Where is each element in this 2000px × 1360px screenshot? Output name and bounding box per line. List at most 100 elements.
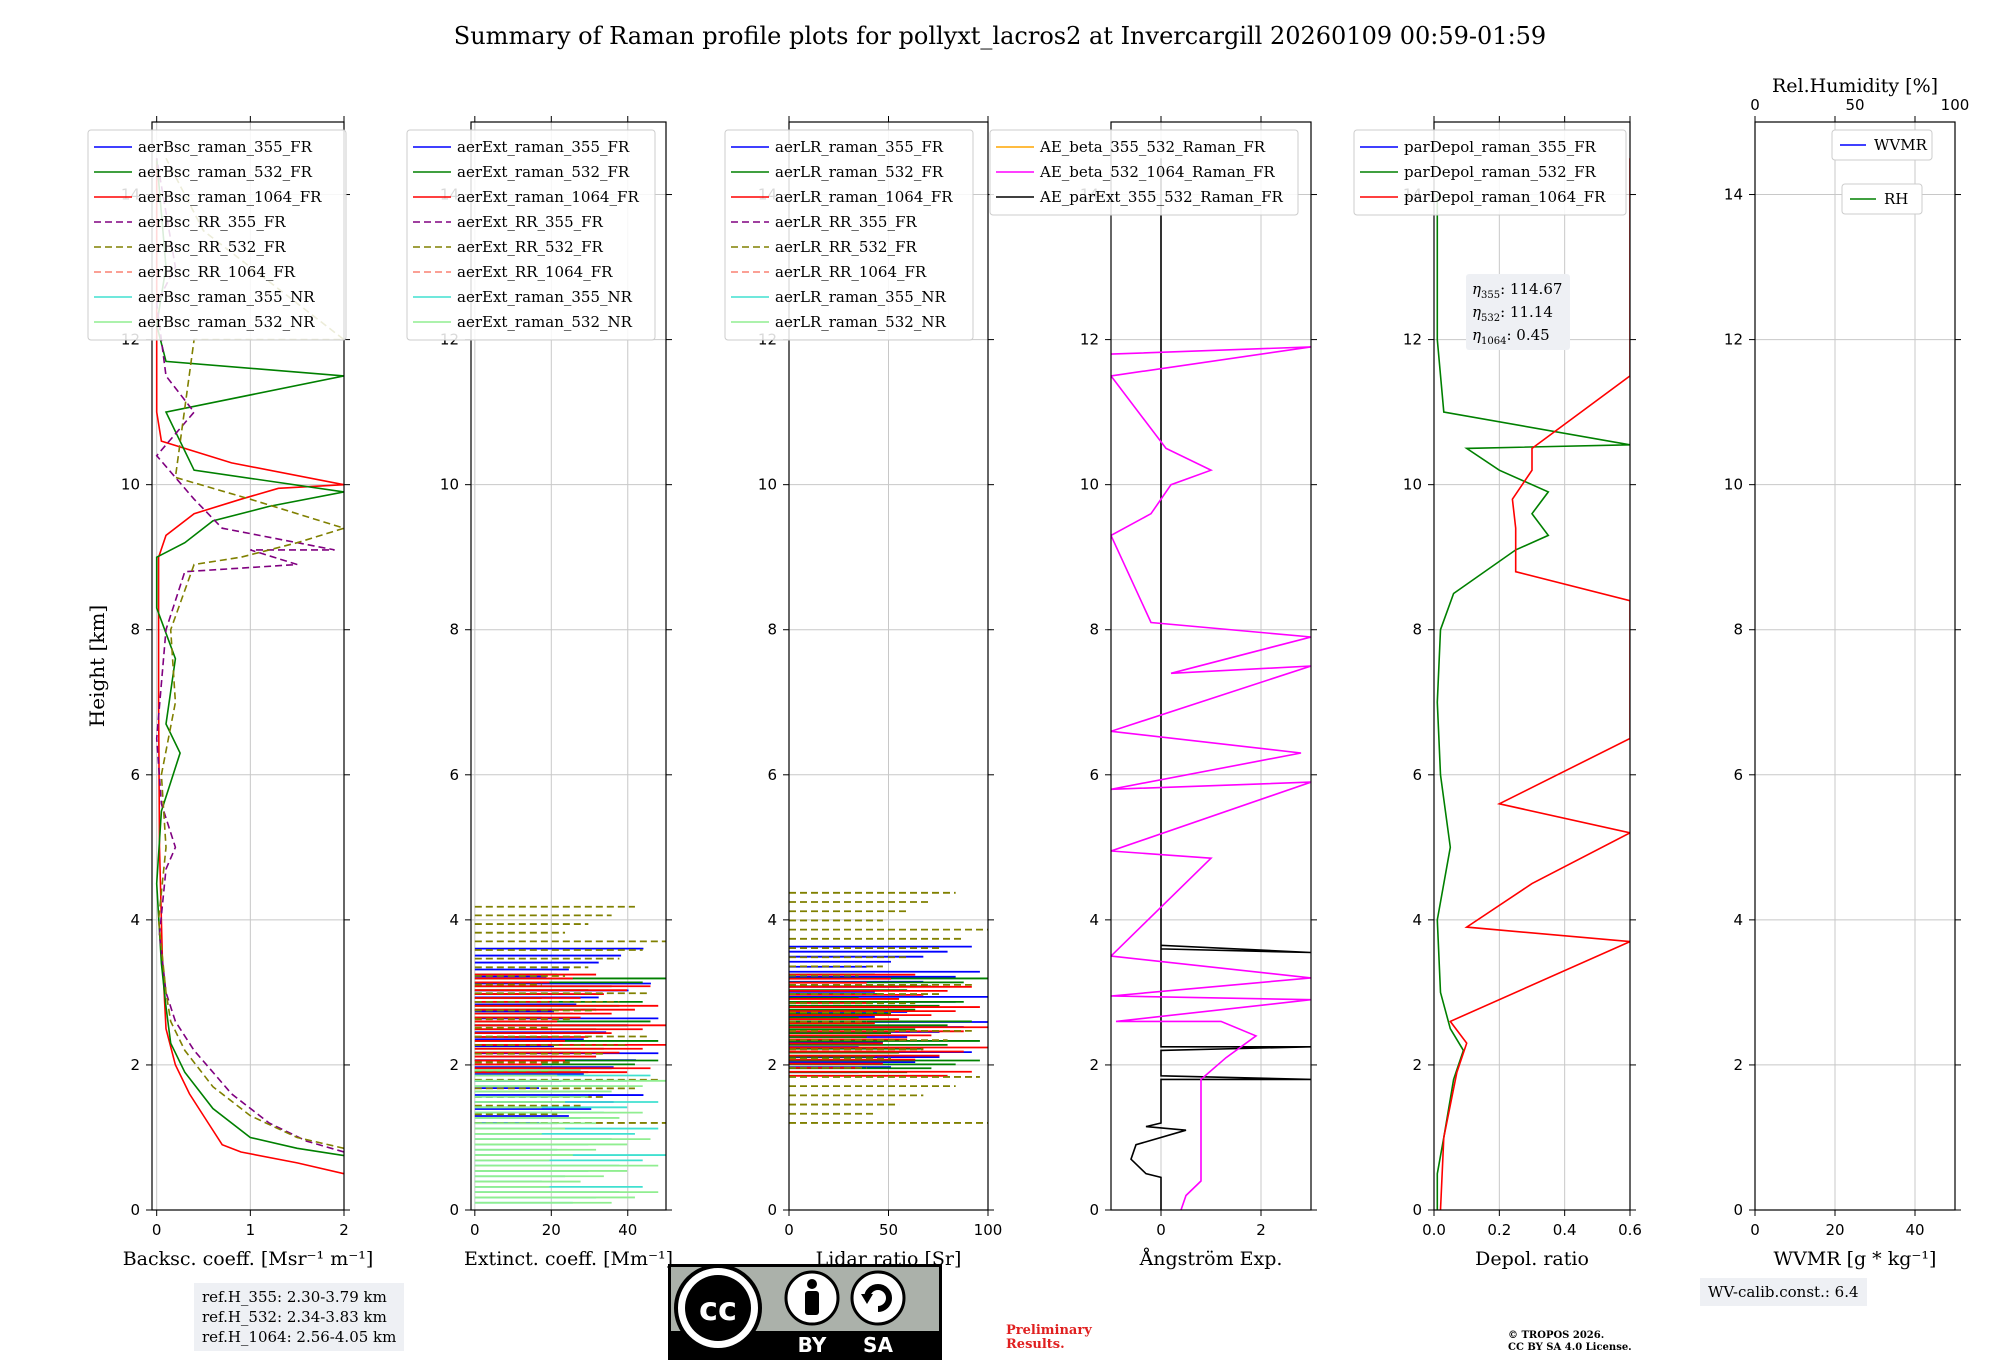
rh-axis-label: Rel.Humidity [%]: [1772, 75, 1938, 97]
panel-5-series-parDepol_raman_1064_FR: [1439, 158, 1630, 1210]
rh-tick-label: 50: [1845, 96, 1864, 114]
ref-h-355: ref.H_355: 2.30-3.79 km: [202, 1288, 387, 1306]
panel-4-legend-label: AE_beta_532_1064_Raman_FR: [1039, 163, 1275, 181]
panel-1-series-aerBsc_RR_532_FR: [157, 157, 344, 1150]
panel-5-legend-label: parDepol_raman_355_FR: [1404, 138, 1597, 156]
cc-icon-inner: [685, 1275, 751, 1341]
panel-3-legend-label: aerLR_RR_355_FR: [775, 213, 917, 231]
panel-2-series-group: [474, 905, 666, 1204]
panel-1-legend-box: [87, 129, 347, 341]
panel-4-xtick-label: 0: [1156, 1221, 1166, 1239]
panel-1-ytick-label: 10: [121, 476, 140, 494]
panel-3-legend-label: aerLR_RR_1064_FR: [775, 263, 927, 281]
sa-share-icon: [850, 1270, 906, 1326]
panel-3-ytick-label: 4: [767, 911, 777, 929]
panel-1-ytick-label: 6: [130, 766, 140, 784]
panel-6-xtick-label: 0: [1750, 1221, 1760, 1239]
panel-4-ytick-label: 10: [1080, 476, 1099, 494]
panel-4-series-group: [1111, 158, 1311, 1210]
panel-4-series-AE_beta_532_1064_Raman_FR: [1111, 346, 1311, 1210]
panel-6-legend-label: WVMR: [1874, 136, 1928, 154]
panel-6-ytick-label: 8: [1733, 621, 1743, 639]
panel-2-xtick-label: 20: [542, 1221, 561, 1239]
panel-2-legend-box: [406, 129, 656, 341]
panel-6-legend-box: [1841, 183, 1923, 215]
panel-6-ytick-label: 4: [1733, 911, 1743, 929]
panel-5-ytick-label: 0: [1412, 1201, 1422, 1219]
panel-2-xtick-label: 0: [470, 1221, 480, 1239]
panel-2-legend-label: aerExt_raman_1064_FR: [457, 188, 639, 206]
panel-1-ytick-label: 0: [130, 1201, 140, 1219]
panel-2-ytick-label: 8: [449, 621, 459, 639]
sa-arrow-head: [861, 1294, 873, 1304]
panel-4-legend-box: [989, 129, 1299, 216]
panel-5-ytick-label: 6: [1412, 766, 1422, 784]
panel-3-legend-box: [724, 129, 974, 341]
preliminary-results-note: Preliminary Results.: [1006, 1324, 1092, 1352]
panel-2-ytick-label: 6: [449, 766, 459, 784]
panel-5-legend-label: parDepol_raman_1064_FR: [1404, 188, 1606, 206]
copyright-line-1: © TROPOS 2026.: [1508, 1330, 1605, 1341]
panel-6-legend-box: [1831, 129, 1933, 161]
panel-4-frame: [1110, 121, 1312, 1211]
panel-2-ytick-label: 0: [449, 1201, 459, 1219]
panel-4-series-AE_parExt_355_532_Raman_FR: [1130, 158, 1311, 1210]
panel-1-ytick-label: 4: [130, 911, 140, 929]
panel-1-series-group: [155, 157, 344, 1175]
panel-2-ytick-label: 2: [449, 1056, 459, 1074]
panel-6-ytick-label: 6: [1733, 766, 1743, 784]
panel-4-xlabel: Ångström Exp.: [1139, 1248, 1283, 1270]
panel-2-ytick-label: 10: [440, 476, 459, 494]
panel-5-ytick-label: 10: [1403, 476, 1422, 494]
panel-5-xlabel: Depol. ratio: [1475, 1248, 1589, 1270]
sa-label: SA: [863, 1333, 893, 1357]
cc-icon-letters: cc: [699, 1290, 737, 1328]
panel-1-legend-label: aerBsc_raman_1064_FR: [138, 188, 322, 206]
panel-3-legend-label: aerLR_raman_532_NR: [775, 313, 946, 331]
by-label: BY: [798, 1333, 827, 1357]
panel-2-legend-label: aerExt_RR_355_FR: [457, 213, 604, 231]
panel-6-ytick-label: 10: [1724, 476, 1743, 494]
panel-4-ytick-label: 12: [1080, 331, 1099, 349]
eta-label-532: η532: 11.14: [1472, 303, 1553, 324]
cc-by-sa-logo: cc BY SA: [668, 1264, 942, 1360]
panel-3-ytick-label: 2: [767, 1056, 777, 1074]
preliminary-line-2: Results.: [1006, 1337, 1065, 1352]
panel-4-legend-label: AE_beta_355_532_Raman_FR: [1039, 138, 1266, 156]
panel-5-series-parDepol_raman_532_FR: [1436, 194, 1630, 1210]
rh-tick-label: 0: [1750, 96, 1760, 114]
panel-6-xtick-label: 40: [1905, 1221, 1924, 1239]
panel-4-ytick-label: 4: [1089, 911, 1099, 929]
panel-5-ytick-label: 12: [1403, 331, 1422, 349]
ref-h-532: ref.H_532: 2.34-3.83 km: [202, 1308, 387, 1326]
panel-6-frame: [1754, 121, 1956, 1211]
panel-5-ytick-label: 8: [1412, 621, 1422, 639]
copyright-note: © TROPOS 2026. CC BY SA 4.0 License.: [1508, 1330, 1632, 1354]
panel-2-legend-label: aerExt_RR_1064_FR: [457, 263, 613, 281]
panel-1-legend-label: aerBsc_RR_532_FR: [138, 238, 286, 256]
panel-5-series-group: [1436, 158, 1630, 1210]
panel-2-frame: [470, 121, 667, 1211]
panel-2-xtick-label: 40: [618, 1221, 637, 1239]
panel-4-ytick-label: 0: [1089, 1201, 1099, 1219]
panel-4-xtick-label: 2: [1256, 1221, 1266, 1239]
wv-calib-box: WV-calib.const.: 6.4: [1700, 1278, 1867, 1306]
panel-3-legend-label: aerLR_RR_532_FR: [775, 238, 917, 256]
panel-1-xtick-label: 2: [339, 1221, 349, 1239]
eta-box: [1466, 274, 1570, 350]
rh-tick-label: 100: [1941, 96, 1970, 114]
panel-3-ytick-label: 6: [767, 766, 777, 784]
panel-5-ytick-label: 4: [1412, 911, 1422, 929]
reference-height-box: ref.H_355: 2.30-3.79 km ref.H_532: 2.34-…: [194, 1283, 405, 1351]
panel-5-xtick-label: 0.2: [1487, 1221, 1511, 1239]
y-axis-label: Height [km]: [85, 605, 109, 727]
panel-3-ytick-label: 10: [758, 476, 777, 494]
panel-5-legend-box: [1353, 129, 1627, 216]
panel-3-ytick-label: 0: [767, 1201, 777, 1219]
panel-4-ytick-label: 6: [1089, 766, 1099, 784]
panel-1-series-aerBsc_raman_1064_FR: [155, 158, 344, 1175]
panel-1-series-aerBsc_RR_355_FR: [155, 158, 344, 1153]
panel-1-legend-label: aerBsc_RR_1064_FR: [138, 263, 296, 281]
panel-2-legend-label: aerExt_RR_532_FR: [457, 238, 604, 256]
